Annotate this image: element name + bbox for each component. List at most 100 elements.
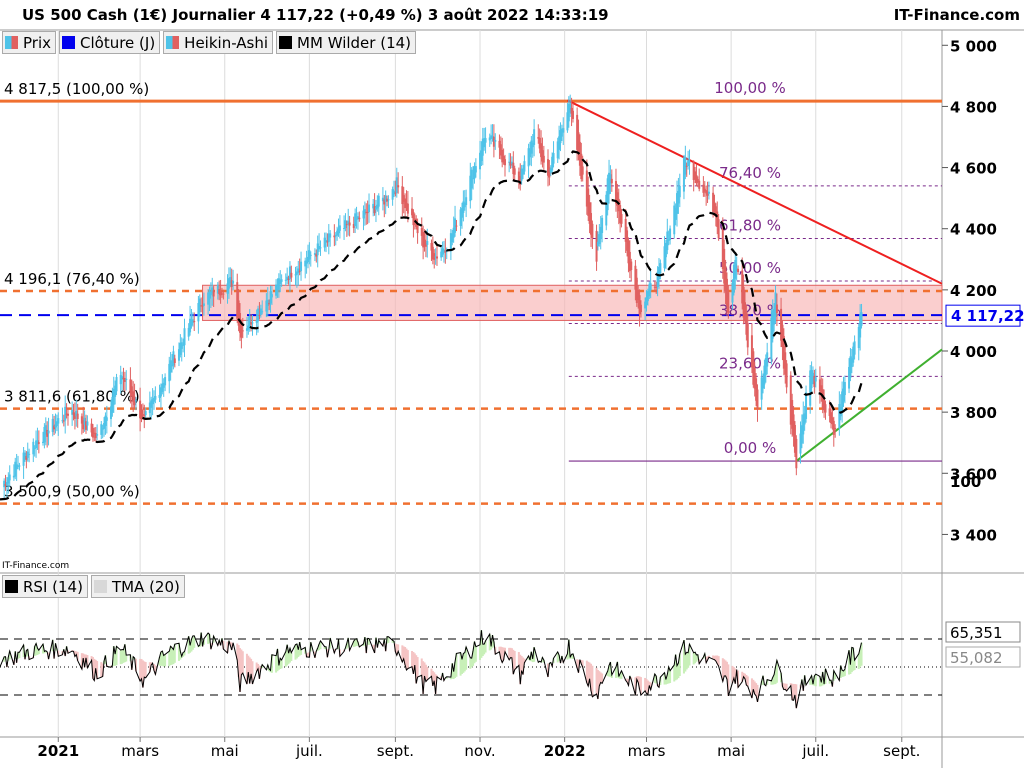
candle-body [724, 266, 727, 292]
candle-body [211, 287, 214, 294]
candle-body [197, 303, 200, 322]
y-tick-label: 4 000 [950, 343, 997, 361]
candle-body [716, 211, 719, 228]
candle-body [519, 176, 522, 186]
candle-body [51, 418, 54, 433]
candle-body [571, 110, 574, 119]
candle-body [46, 429, 49, 437]
candle-body [742, 286, 745, 318]
candle-body [37, 442, 40, 444]
candle-body [82, 419, 85, 430]
candle-body [115, 377, 118, 392]
candle-body [688, 162, 691, 164]
candle-body [444, 250, 447, 253]
candle-body [72, 412, 75, 415]
retracement-label: 100,00 % [714, 79, 786, 97]
candle-body [706, 191, 709, 196]
fib-level-label: 3 811,6 (61,80 %) [4, 388, 140, 406]
legend-item-mm-wilder[interactable]: MM Wilder (14) [276, 31, 417, 54]
candle-body [842, 388, 845, 402]
candle-body [71, 409, 74, 415]
candle-body [707, 191, 710, 194]
candle-body [616, 192, 619, 206]
candle-body [610, 178, 613, 184]
candle-body [423, 239, 426, 247]
legend-item-cloture[interactable]: Clôture (J) [59, 31, 161, 54]
candle-body [182, 344, 185, 346]
candle-body [455, 225, 458, 227]
candle-body [420, 227, 423, 236]
legend-item-heikin-ashi[interactable]: Heikin-Ashi [163, 31, 274, 54]
candle-body [753, 368, 756, 389]
candle-body [560, 128, 563, 137]
legend-item-tma[interactable]: TMA (20) [90, 575, 185, 598]
retracement-label: 76,40 % [719, 164, 781, 182]
legend-item-rsi[interactable]: RSI (14) [2, 575, 88, 598]
candle-body [503, 159, 506, 166]
candle-body [452, 227, 455, 238]
candle-body [280, 279, 283, 282]
candle-body [187, 327, 190, 337]
candle-body [202, 303, 205, 306]
candle-body [771, 310, 774, 339]
candle-body [150, 400, 153, 408]
candle-body [763, 365, 766, 385]
candle-body [585, 170, 588, 207]
candle-body [773, 309, 776, 325]
candle-body [4, 483, 7, 486]
candle-body [792, 414, 795, 436]
candle-body [713, 202, 716, 211]
candle-body [782, 335, 785, 369]
wilder-ma-line [0, 150, 863, 501]
candle-body [605, 194, 608, 226]
candle-body [542, 155, 545, 163]
candle-body [294, 274, 297, 276]
candle-body [189, 318, 192, 333]
candle-body [373, 206, 376, 214]
candle-body [143, 414, 146, 416]
candle-body [172, 351, 175, 366]
x-tick-label: mai [717, 742, 745, 760]
candle-body [596, 241, 599, 247]
candle-body [105, 417, 108, 421]
candle-body [358, 217, 361, 220]
candle-body [667, 239, 670, 241]
candle-body [824, 404, 827, 413]
candle-body [627, 240, 630, 264]
legend-item-prix[interactable]: Prix [2, 31, 56, 54]
candle-body [36, 440, 39, 445]
candle-body [122, 377, 125, 379]
candle-body [241, 330, 244, 332]
candle-body [366, 212, 369, 214]
candle-body [406, 203, 409, 214]
candle-body [562, 128, 565, 133]
candle-body [843, 382, 846, 396]
candle-body [431, 246, 434, 260]
candle-body [343, 228, 346, 230]
candle-body [785, 363, 788, 388]
candle-body [712, 192, 715, 212]
candle-body [64, 406, 67, 421]
candle-body [218, 289, 221, 295]
x-tick-label: mars [121, 742, 159, 760]
candle-body [734, 259, 737, 279]
x-tick-label: juil. [295, 742, 323, 760]
candle-body [54, 424, 57, 428]
candle-body [261, 311, 264, 313]
candle-body [265, 300, 268, 312]
candle-body [33, 447, 36, 449]
candle-body [191, 319, 194, 323]
retracement-label: 61,80 % [719, 216, 781, 234]
candle-body [94, 433, 97, 439]
candle-body [859, 314, 862, 338]
candle-body [566, 112, 569, 131]
candle-body [177, 349, 180, 361]
candle-body [14, 461, 17, 477]
candle-body [509, 161, 512, 166]
candle-body [664, 242, 667, 258]
candle-body [304, 260, 307, 267]
candle-body [103, 423, 106, 429]
candle-body [508, 161, 511, 163]
candle-body [377, 195, 380, 207]
y-tick-label: 4 800 [950, 98, 997, 116]
